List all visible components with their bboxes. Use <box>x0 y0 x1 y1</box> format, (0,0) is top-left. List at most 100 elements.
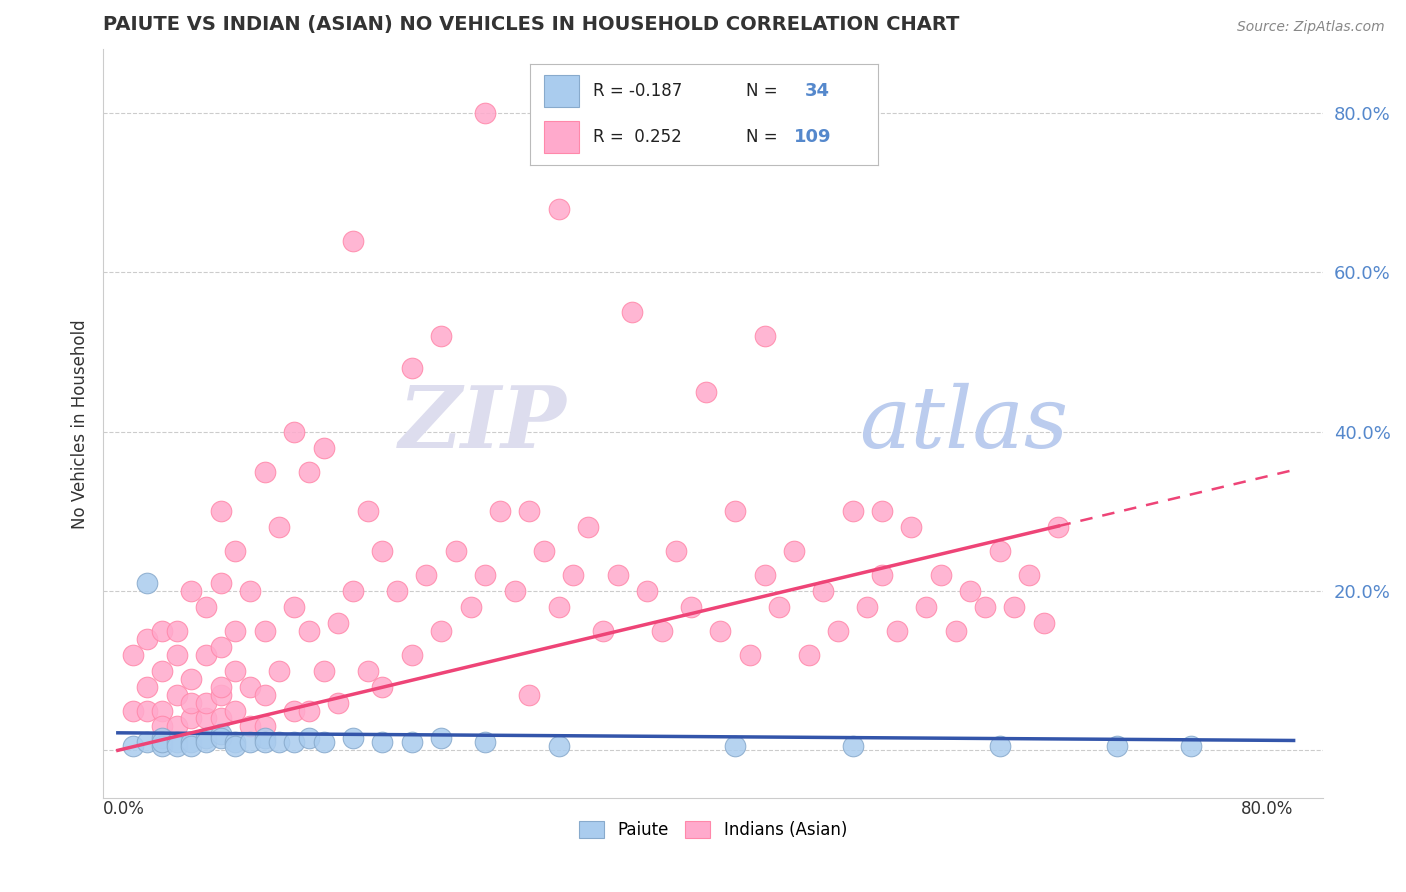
Point <box>988 544 1011 558</box>
Point <box>239 680 262 694</box>
Point <box>312 441 335 455</box>
Point <box>166 624 188 638</box>
Point <box>430 731 453 746</box>
Point <box>312 735 335 749</box>
Point <box>768 599 790 614</box>
Point <box>253 731 276 746</box>
Point <box>460 599 482 614</box>
Point <box>651 624 673 638</box>
Text: 80.0%: 80.0% <box>1241 800 1294 818</box>
Point <box>269 520 291 534</box>
Point <box>209 576 232 591</box>
Point <box>283 735 305 749</box>
Point <box>180 739 202 754</box>
Point <box>474 568 496 582</box>
Point <box>150 731 173 746</box>
Point <box>150 704 173 718</box>
Point <box>547 739 569 754</box>
Point <box>136 704 159 718</box>
Point <box>724 739 747 754</box>
Point <box>342 731 364 746</box>
Point <box>283 425 305 439</box>
Point <box>166 648 188 662</box>
Point <box>430 624 453 638</box>
Point <box>562 568 585 582</box>
Point <box>298 465 321 479</box>
Point <box>298 624 321 638</box>
Legend: Paiute, Indians (Asian): Paiute, Indians (Asian) <box>572 814 853 846</box>
Point <box>253 735 276 749</box>
Point <box>298 731 321 746</box>
Point <box>1002 599 1025 614</box>
Point <box>121 739 143 754</box>
Point <box>150 719 173 733</box>
Point <box>474 735 496 749</box>
Point <box>415 568 437 582</box>
Point <box>695 384 717 399</box>
Point <box>239 719 262 733</box>
Point <box>209 640 232 654</box>
Point <box>576 520 599 534</box>
Point <box>1018 568 1040 582</box>
Point <box>1180 739 1202 754</box>
Point <box>195 696 218 710</box>
Point <box>195 731 218 746</box>
Point <box>195 735 218 749</box>
Point <box>1107 739 1129 754</box>
Point <box>150 624 173 638</box>
Point <box>1032 615 1054 630</box>
Point <box>166 688 188 702</box>
Point <box>357 504 380 518</box>
Point <box>870 504 893 518</box>
Point <box>166 739 188 754</box>
Point <box>342 584 364 599</box>
Point <box>121 648 143 662</box>
Point <box>224 704 246 718</box>
Point <box>224 664 246 678</box>
Point <box>121 704 143 718</box>
Point <box>929 568 952 582</box>
Point <box>385 584 408 599</box>
Point <box>503 584 526 599</box>
Point <box>180 584 202 599</box>
Point <box>195 711 218 725</box>
Y-axis label: No Vehicles in Household: No Vehicles in Household <box>72 319 89 529</box>
Point <box>136 632 159 646</box>
Point <box>754 568 776 582</box>
Point <box>239 735 262 749</box>
Point <box>150 664 173 678</box>
Point <box>444 544 467 558</box>
Point <box>209 711 232 725</box>
Point <box>180 711 202 725</box>
Point <box>371 544 394 558</box>
Point <box>856 599 879 614</box>
Point <box>298 704 321 718</box>
Point <box>474 106 496 120</box>
Point <box>988 739 1011 754</box>
Point <box>166 735 188 749</box>
Point <box>209 731 232 746</box>
Point <box>401 735 423 749</box>
Point <box>606 568 628 582</box>
Point <box>136 576 159 591</box>
Point <box>827 624 849 638</box>
Text: 0.0%: 0.0% <box>103 800 145 818</box>
Point <box>371 735 394 749</box>
Point <box>974 599 997 614</box>
Point <box>180 735 202 749</box>
Point <box>371 680 394 694</box>
Point <box>342 234 364 248</box>
Point <box>592 624 614 638</box>
Point <box>312 664 335 678</box>
Point <box>209 504 232 518</box>
Text: ZIP: ZIP <box>399 382 567 466</box>
Point <box>709 624 731 638</box>
Point <box>636 584 658 599</box>
Point <box>430 329 453 343</box>
Point <box>401 361 423 376</box>
Point <box>517 504 540 518</box>
Point <box>797 648 820 662</box>
Point <box>195 599 218 614</box>
Point <box>269 735 291 749</box>
Text: Source: ZipAtlas.com: Source: ZipAtlas.com <box>1237 20 1385 34</box>
